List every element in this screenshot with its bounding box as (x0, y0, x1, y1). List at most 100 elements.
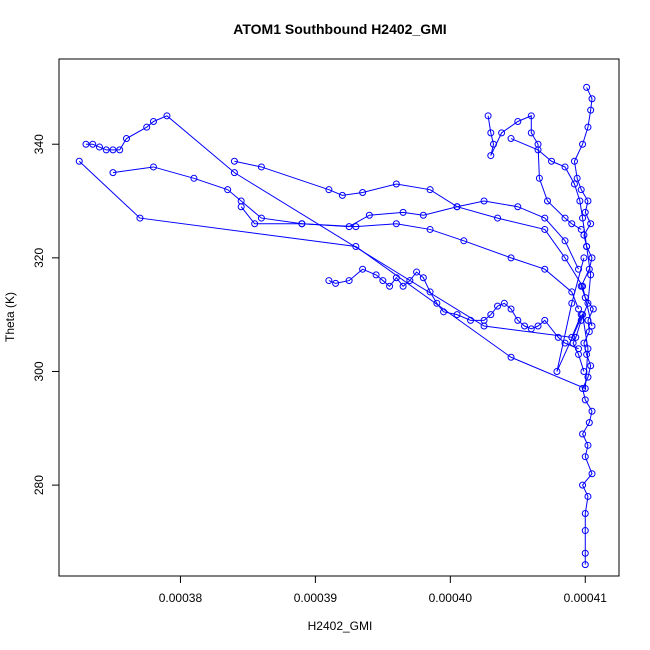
data-point (149, 163, 157, 171)
data-point (365, 211, 373, 219)
data-point (585, 419, 593, 427)
data-point (494, 302, 502, 310)
data-point (257, 163, 265, 171)
data-point (467, 316, 475, 324)
chart-title: ATOM1 Southbound H2402_GMI (233, 21, 446, 37)
data-point (587, 220, 595, 228)
data-point (453, 311, 461, 319)
data-point (580, 367, 588, 375)
y-tick-label: 340 (32, 134, 46, 154)
data-point (583, 83, 591, 91)
data-point (190, 174, 198, 182)
data-point (543, 197, 551, 205)
data-point (116, 146, 124, 154)
data-point (89, 140, 97, 148)
data-point (163, 112, 171, 120)
data-point (575, 305, 583, 313)
data-point (561, 214, 569, 222)
data-point (583, 242, 591, 250)
data-point (82, 140, 90, 148)
data-point (587, 362, 595, 370)
data-series (507, 135, 595, 375)
data-point (426, 288, 434, 296)
data-point (500, 299, 508, 307)
data-point (577, 316, 585, 324)
plot-frame (58, 58, 620, 577)
data-point (587, 106, 595, 114)
data-point (580, 231, 588, 239)
data-series (484, 112, 585, 233)
data-point (579, 481, 587, 489)
data-point (498, 129, 506, 137)
data-series (325, 265, 583, 353)
series-line (510, 138, 592, 372)
data-point (413, 268, 421, 276)
data-point (561, 254, 569, 262)
data-point (527, 112, 535, 120)
data-series (82, 112, 585, 341)
data-point (541, 265, 549, 273)
data-point (453, 203, 461, 211)
data-point (426, 186, 434, 194)
data-point (95, 143, 103, 151)
data-point (507, 254, 515, 262)
data-point (257, 214, 265, 222)
data-series (230, 157, 596, 330)
data-point (561, 339, 569, 347)
data-point (581, 527, 589, 535)
data-point (589, 305, 597, 313)
data-point (579, 214, 587, 222)
data-point (480, 197, 488, 205)
data-point (426, 225, 434, 233)
data-point (534, 146, 542, 154)
data-point (584, 492, 592, 500)
data-point (359, 265, 367, 273)
data-point (109, 169, 117, 177)
data-point (581, 208, 589, 216)
data-point (553, 367, 561, 375)
data-point (568, 220, 576, 228)
data-point (440, 308, 448, 316)
series-line (328, 268, 579, 350)
data-point (332, 279, 340, 287)
data-point (487, 311, 495, 319)
data-point (507, 353, 515, 361)
data-series-layer (75, 83, 597, 569)
y-axis: 280 300 320 340 (32, 134, 59, 495)
data-point (535, 174, 543, 182)
data-point (581, 396, 589, 404)
data-point (570, 157, 578, 165)
data-point (588, 322, 596, 330)
data-point (588, 95, 596, 103)
x-tick-label: 0.00039 (294, 591, 338, 605)
data-point (570, 180, 578, 188)
data-point (577, 186, 585, 194)
data-point (325, 277, 333, 285)
series-line (112, 166, 579, 310)
series-line (240, 200, 579, 270)
data-point (514, 316, 522, 324)
data-point (561, 163, 569, 171)
y-tick-label: 300 (32, 361, 46, 381)
data-point (109, 146, 117, 154)
data-point (487, 152, 495, 160)
x-tick-label: 0.00038 (159, 591, 203, 605)
data-point (251, 220, 259, 228)
data-point (581, 510, 589, 518)
data-point (237, 203, 245, 211)
data-point (527, 325, 535, 333)
data-point (230, 169, 238, 177)
data-point (584, 441, 592, 449)
series-line (78, 160, 589, 390)
data-point (352, 242, 360, 250)
data-point (576, 197, 584, 205)
data-point (230, 157, 238, 165)
data-point (359, 189, 367, 197)
data-point (584, 373, 592, 381)
data-point (75, 157, 83, 165)
x-tick-label: 0.00041 (564, 591, 608, 605)
data-point (584, 197, 592, 205)
data-point (433, 299, 441, 307)
data-point (143, 123, 151, 131)
data-series (109, 163, 583, 313)
